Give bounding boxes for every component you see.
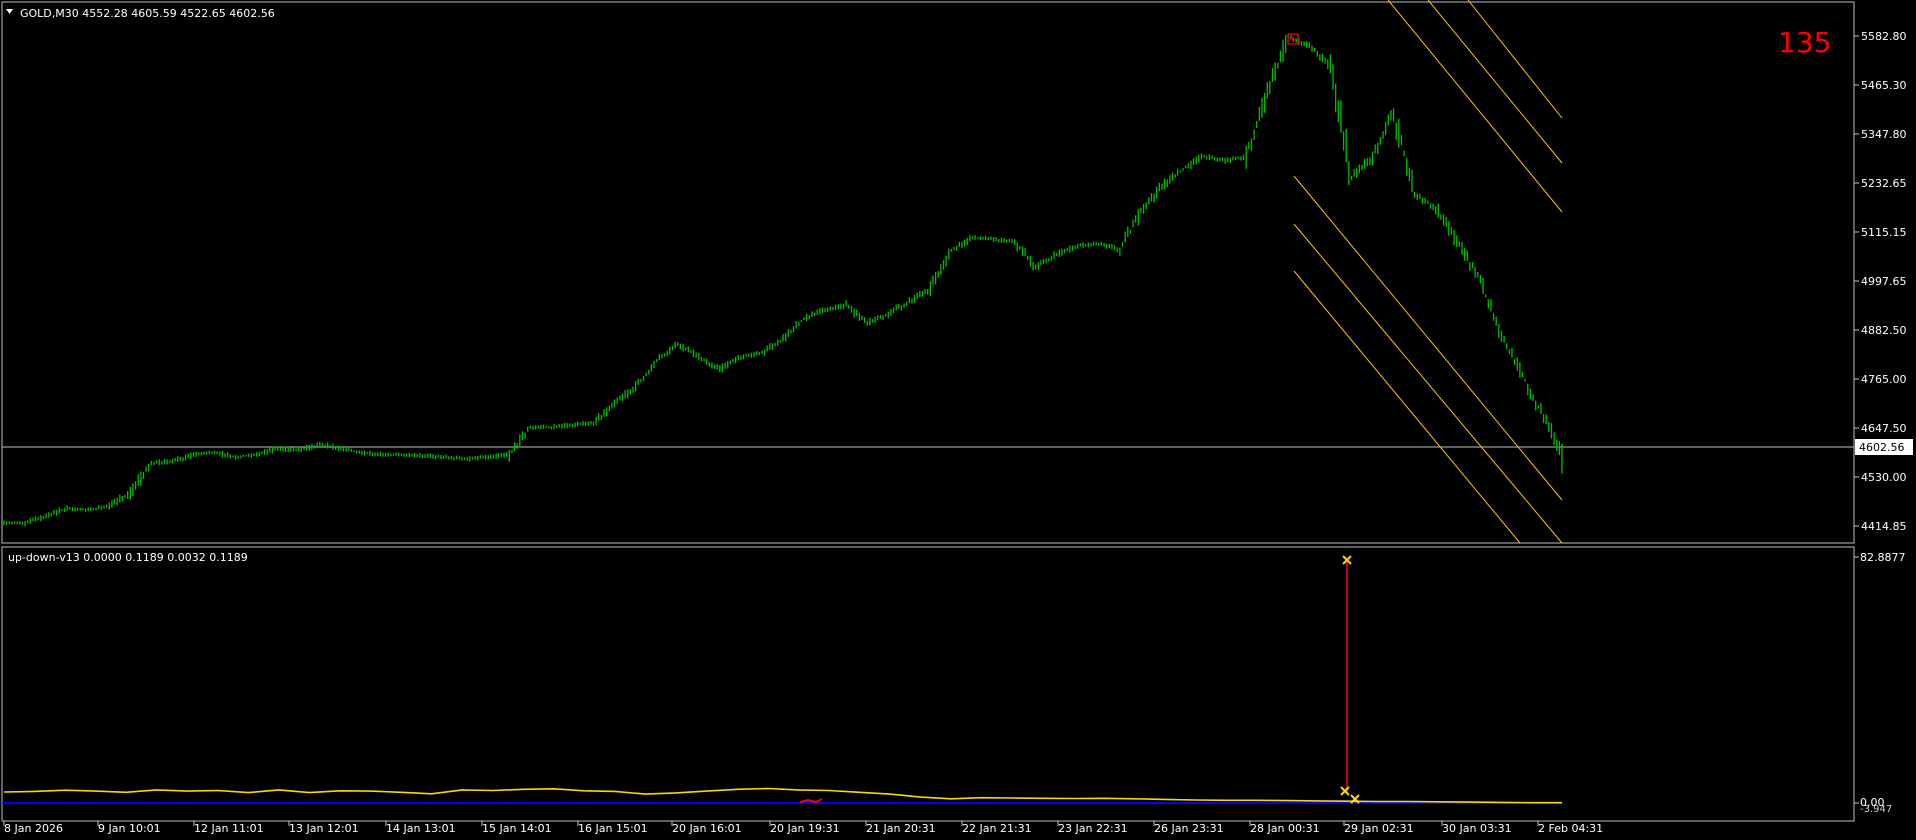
indicator-frame[interactable] bbox=[1, 546, 1855, 822]
time-tick-label: 20 Jan 19:31 bbox=[770, 822, 840, 835]
price-tick-label: 4882.50 bbox=[1861, 324, 1907, 337]
indicator-cross bbox=[1340, 786, 1350, 796]
channel-line bbox=[1427, 0, 1563, 164]
price-tick-label: 4647.50 bbox=[1861, 422, 1907, 435]
alert-marker-icon[interactable] bbox=[1287, 33, 1299, 45]
price-tick-label: 4997.65 bbox=[1861, 275, 1907, 288]
time-tick-label: 26 Jan 23:31 bbox=[1154, 822, 1224, 835]
indicator-top-label: 82.8877 bbox=[1860, 551, 1906, 564]
price-axis[interactable]: 5582.80 5465.30 5347.80 5232.65 5115.15 4997.… bbox=[1854, 30, 1907, 533]
time-tick-label: 14 Jan 13:01 bbox=[386, 822, 456, 835]
time-tick-label: 13 Jan 12:01 bbox=[289, 822, 359, 835]
channel-line bbox=[1293, 223, 1563, 544]
time-tick-label: 2 Feb 04:31 bbox=[1538, 822, 1603, 835]
price-series bbox=[3, 34, 1563, 527]
time-tick-label: 9 Jan 10:01 bbox=[98, 822, 161, 835]
time-tick-label: 16 Jan 15:01 bbox=[578, 822, 648, 835]
time-tick-label: 28 Jan 00:31 bbox=[1250, 822, 1320, 835]
time-tick-label: 20 Jan 16:01 bbox=[672, 822, 742, 835]
channel-line bbox=[1387, 0, 1563, 213]
indicator-red-blip bbox=[799, 798, 823, 804]
indicator-cross bbox=[1342, 555, 1352, 565]
main-chart-frame[interactable] bbox=[1, 1, 1855, 544]
time-tick-label: 22 Jan 21:31 bbox=[962, 822, 1032, 835]
price-tick-label: 5347.80 bbox=[1861, 128, 1907, 141]
current-price-label: 4602.56 bbox=[1859, 441, 1905, 454]
indicator-bottom-label: -3.947 bbox=[1860, 804, 1892, 815]
time-tick-label: 8 Jan 2026 bbox=[4, 822, 63, 835]
time-axis[interactable]: 8 Jan 2026 9 Jan 10:01 12 Jan 11:01 13 Jan … bbox=[3, 821, 1603, 835]
indicator-zero-label: 0.00 bbox=[1860, 796, 1885, 809]
price-tick-label: 5582.80 bbox=[1861, 30, 1907, 43]
time-tick-label: 15 Jan 14:01 bbox=[482, 822, 552, 835]
time-tick-label: 30 Jan 03:31 bbox=[1442, 822, 1512, 835]
price-tick-label: 5465.30 bbox=[1861, 79, 1907, 92]
time-tick-label: 23 Jan 22:31 bbox=[1058, 822, 1128, 835]
bar-counter: 135 bbox=[1778, 26, 1831, 59]
price-tick-label: 4765.00 bbox=[1861, 373, 1907, 386]
time-tick-label: 21 Jan 20:31 bbox=[866, 822, 936, 835]
channel-line bbox=[1467, 0, 1563, 119]
time-tick-label: 29 Jan 02:31 bbox=[1344, 822, 1414, 835]
indicator-line bbox=[3, 787, 1562, 804]
price-tick-label: 4414.85 bbox=[1861, 520, 1907, 533]
indicator-series bbox=[2, 555, 1562, 804]
channel-line bbox=[1293, 270, 1521, 544]
indicator-axis: 82.8877 0.00 -3.947 bbox=[1854, 551, 1906, 815]
indicator-header: up-down-v13 0.0000 0.1189 0.0032 0.1189 bbox=[8, 551, 248, 564]
price-tick-label: 5115.15 bbox=[1861, 226, 1907, 239]
trend-channel[interactable] bbox=[1293, 0, 1563, 544]
channel-line bbox=[1293, 175, 1563, 501]
price-tick-label: 5232.65 bbox=[1861, 177, 1907, 190]
collapse-triangle-icon[interactable] bbox=[6, 9, 13, 14]
current-price-tag: 4602.56 bbox=[1855, 439, 1913, 455]
price-tick-label: 4530.00 bbox=[1861, 471, 1907, 484]
time-tick-label: 12 Jan 11:01 bbox=[194, 822, 264, 835]
chart-header: GOLD,M30 4552.28 4605.59 4522.65 4602.56 bbox=[20, 7, 275, 20]
